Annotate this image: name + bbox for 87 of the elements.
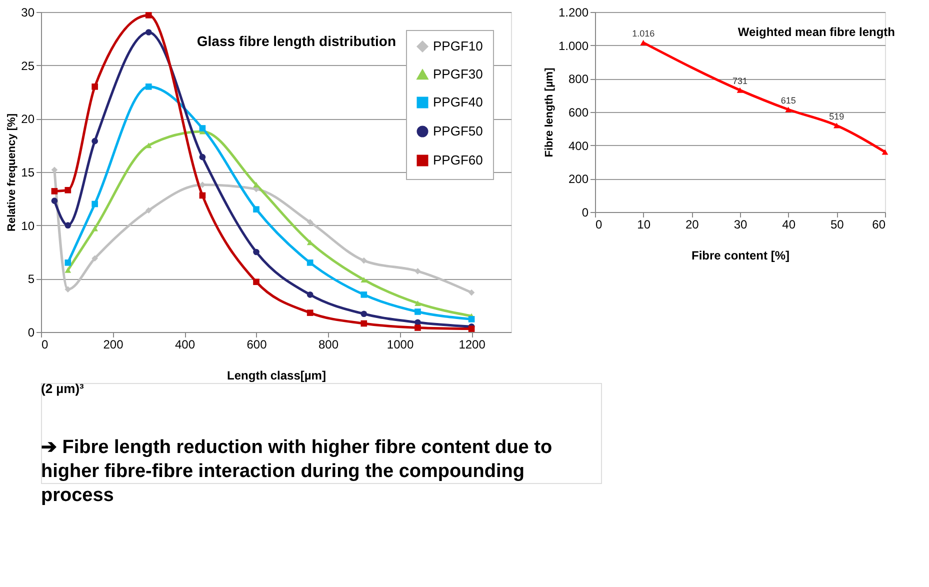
x-tick-label: 10 <box>637 218 651 232</box>
point <box>736 87 744 93</box>
point <box>145 142 152 148</box>
point <box>306 260 314 266</box>
x-tick-label: 200 <box>103 338 124 352</box>
text: ➔ Fibre length reduction with higher fibre content due to higher fibre-fibre interaction during the compounding process <box>41 437 552 506</box>
point <box>414 300 421 306</box>
y-tick-label: 1.000 <box>558 38 589 53</box>
text: (2 µm)³ <box>41 381 85 396</box>
point <box>306 218 314 226</box>
text: Glass fibre length distribution <box>196 33 396 49</box>
x-tick-label: 600 <box>246 338 268 352</box>
legend-label: PPGF50 <box>433 124 483 138</box>
x-tick-label: 50 <box>830 218 844 232</box>
legend-label: PPGF60 <box>433 152 483 168</box>
y-tick-label: 1.200 <box>558 6 589 20</box>
point <box>51 198 58 204</box>
y-tick-label: 0 <box>582 206 589 220</box>
point <box>92 255 98 262</box>
y-tick-label: 800 <box>568 72 589 86</box>
point <box>360 292 368 298</box>
point <box>64 186 72 194</box>
point <box>145 207 152 214</box>
x-tick-label: 40 <box>782 218 796 232</box>
point <box>92 138 98 144</box>
point <box>145 84 152 90</box>
y-tick-label: 20 <box>21 112 35 126</box>
x-tick-label: 1000 <box>386 338 414 352</box>
point <box>199 192 206 199</box>
y-axis-title: Fibre length [µm] <box>543 67 556 158</box>
point <box>468 316 475 322</box>
point <box>468 289 475 296</box>
point <box>306 310 314 316</box>
point <box>145 12 152 18</box>
point <box>360 320 368 327</box>
x-axis-title: Fibre content [%] <box>692 248 790 262</box>
point <box>145 29 152 36</box>
point <box>253 206 260 212</box>
x-tick-label: 60 <box>872 218 886 232</box>
data-label: 519 <box>829 112 844 122</box>
point <box>199 125 206 132</box>
point <box>640 40 646 46</box>
x-tick-label: 30 <box>734 218 748 232</box>
point <box>199 154 206 160</box>
point <box>92 226 98 232</box>
y-tick-label: 15 <box>21 166 35 180</box>
x-tick-label: 400 <box>174 338 196 352</box>
x-tick-label: 20 <box>685 218 700 232</box>
point <box>882 149 888 155</box>
point <box>414 324 421 331</box>
point <box>253 278 260 286</box>
y-tick-label: 5 <box>28 272 35 286</box>
point <box>306 292 314 298</box>
legend-label: PPGF10 <box>433 38 483 54</box>
point <box>253 248 260 256</box>
point <box>64 267 72 273</box>
point <box>414 268 421 274</box>
point <box>785 106 792 112</box>
point <box>51 188 58 194</box>
y-tick-label: 400 <box>568 138 589 153</box>
point <box>64 260 72 266</box>
legend-label: PPGF30 <box>433 66 483 82</box>
data-label: 731 <box>732 76 748 86</box>
y-tick-label: 0 <box>28 326 35 340</box>
point <box>360 276 368 282</box>
legend-label: PPGF40 <box>433 94 483 110</box>
point <box>360 257 368 264</box>
point <box>360 310 368 318</box>
x-tick-label: 0 <box>42 338 48 352</box>
point <box>64 222 72 228</box>
data-label: 615 <box>780 96 796 106</box>
point <box>92 84 98 90</box>
point <box>92 200 98 208</box>
y-tick-label: 25 <box>21 58 35 73</box>
y-tick-label: 30 <box>21 6 35 20</box>
y-tick-label: 600 <box>568 106 589 120</box>
point <box>64 286 72 292</box>
text: Weighted mean fibre length <box>738 25 895 39</box>
x-tick-label: 0 <box>596 218 602 232</box>
x-tick-label: 800 <box>318 338 339 352</box>
point <box>414 308 421 315</box>
y-tick-label: 200 <box>568 172 589 186</box>
y-axis-title: Relative frequency [%] <box>6 113 18 232</box>
point <box>834 122 840 128</box>
data-label: 1.016 <box>632 28 655 39</box>
x-axis-title: Length class[µm] <box>227 368 326 382</box>
x-tick-label: 1200 <box>458 338 486 352</box>
